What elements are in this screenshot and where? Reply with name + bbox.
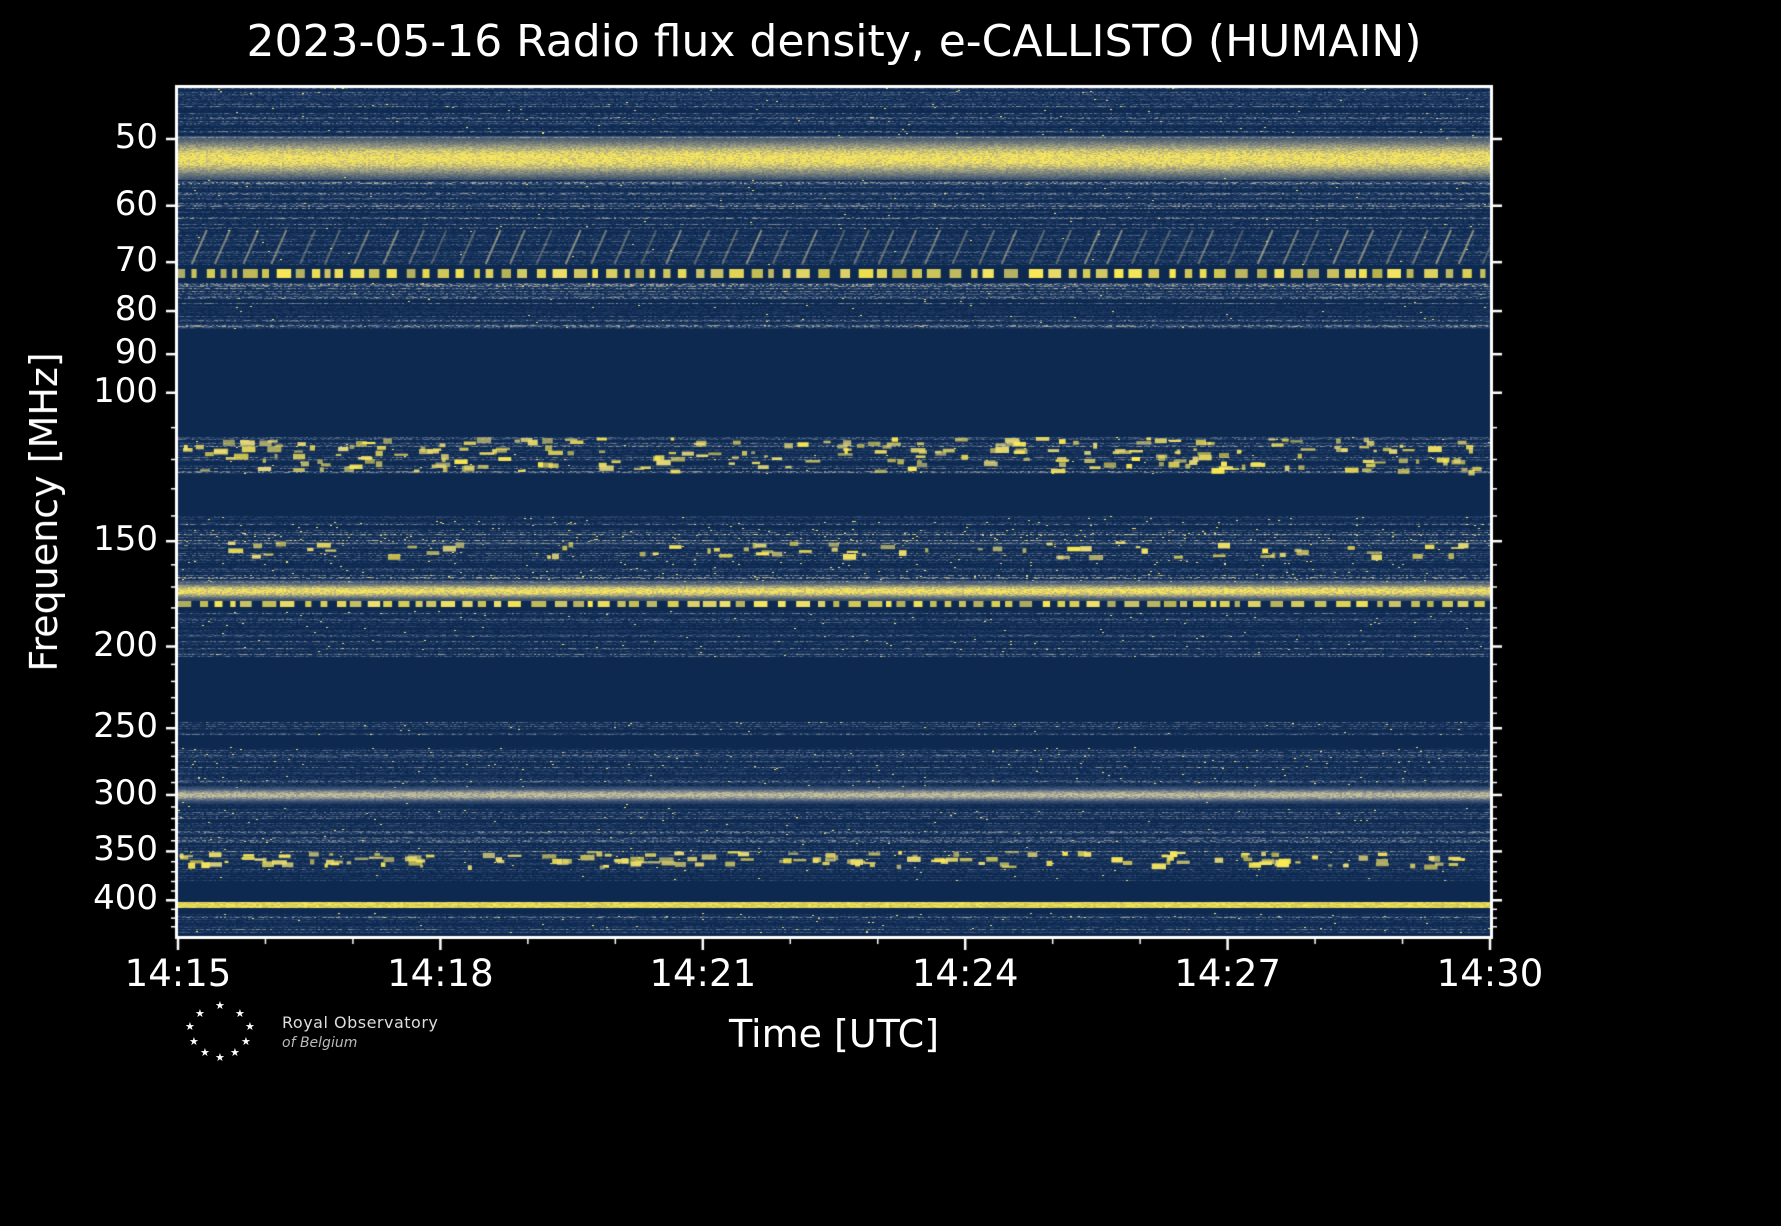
star-icon: ★ [215, 1051, 225, 1064]
x-axis-label: Time [UTC] [728, 1012, 940, 1056]
chart-title: 2023-05-16 Radio flux density, e-CALLIST… [246, 16, 1422, 67]
star-icon: ★ [195, 1007, 205, 1020]
rob-logo-text-line1: Royal Observatory [282, 1013, 439, 1032]
y-axis-label: Frequency [MHz] [22, 352, 66, 672]
rob-logo-text-line2: of Belgium [282, 1035, 358, 1051]
star-icon: ★ [215, 999, 225, 1012]
rob-logo-text: Royal Observatory of Belgium [282, 1013, 438, 1051]
rob-logo: ★ ★ ★ ★ ★ ★ ★ ★ ★ ★ Royal Observatory of Belgium [182, 1000, 438, 1064]
rob-logo-stars-icon: ★ ★ ★ ★ ★ ★ ★ ★ ★ ★ [182, 1000, 262, 1064]
star-icon: ★ [230, 1046, 240, 1059]
star-icon: ★ [241, 1035, 251, 1048]
star-icon: ★ [245, 1020, 255, 1033]
star-icon: ★ [235, 1007, 245, 1020]
star-icon: ★ [200, 1046, 210, 1059]
star-icon: ★ [185, 1020, 195, 1033]
star-icon: ★ [189, 1035, 199, 1048]
